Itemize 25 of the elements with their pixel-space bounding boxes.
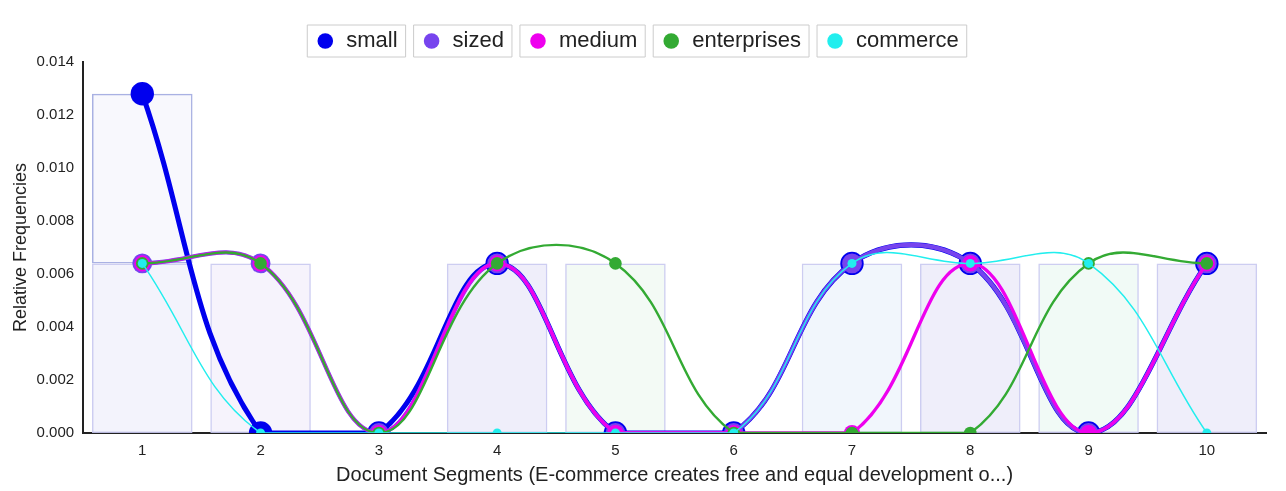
legend-label: medium	[558, 27, 638, 53]
x-tick-label: 4	[492, 441, 502, 459]
y-tick-label: 0.010	[36, 158, 75, 176]
x-tick-label: 9	[1084, 441, 1093, 459]
y-axis-title: Relative Frequencies	[9, 162, 30, 333]
legend-label: small	[346, 27, 398, 53]
x-tick-label: 2	[256, 441, 265, 459]
y-tick-label: 0.004	[36, 317, 75, 335]
legend-label: sized	[452, 27, 504, 53]
x-tick-label: 7	[847, 441, 857, 459]
x-tick-label: 5	[611, 441, 620, 459]
legend-label: commerce	[856, 27, 959, 53]
y-tick-label: 0.014	[36, 52, 75, 70]
y-tick-label: 0.012	[36, 105, 75, 123]
y-tick-label: 0.000	[36, 423, 75, 441]
y-tick-label: 0.002	[36, 370, 75, 388]
legend-label: enterprises	[692, 27, 802, 53]
x-tick-label: 10	[1198, 441, 1216, 459]
y-tick-label: 0.006	[36, 264, 75, 282]
x-tick-label: 8	[966, 441, 975, 459]
x-tick-label: 6	[729, 441, 738, 459]
y-tick-label: 0.008	[36, 211, 75, 229]
x-tick-label: 1	[138, 441, 147, 459]
x-tick-label: 3	[374, 441, 384, 459]
x-axis-title: Document Segments (E-commerce creates free and equal development o...)	[336, 462, 1014, 485]
